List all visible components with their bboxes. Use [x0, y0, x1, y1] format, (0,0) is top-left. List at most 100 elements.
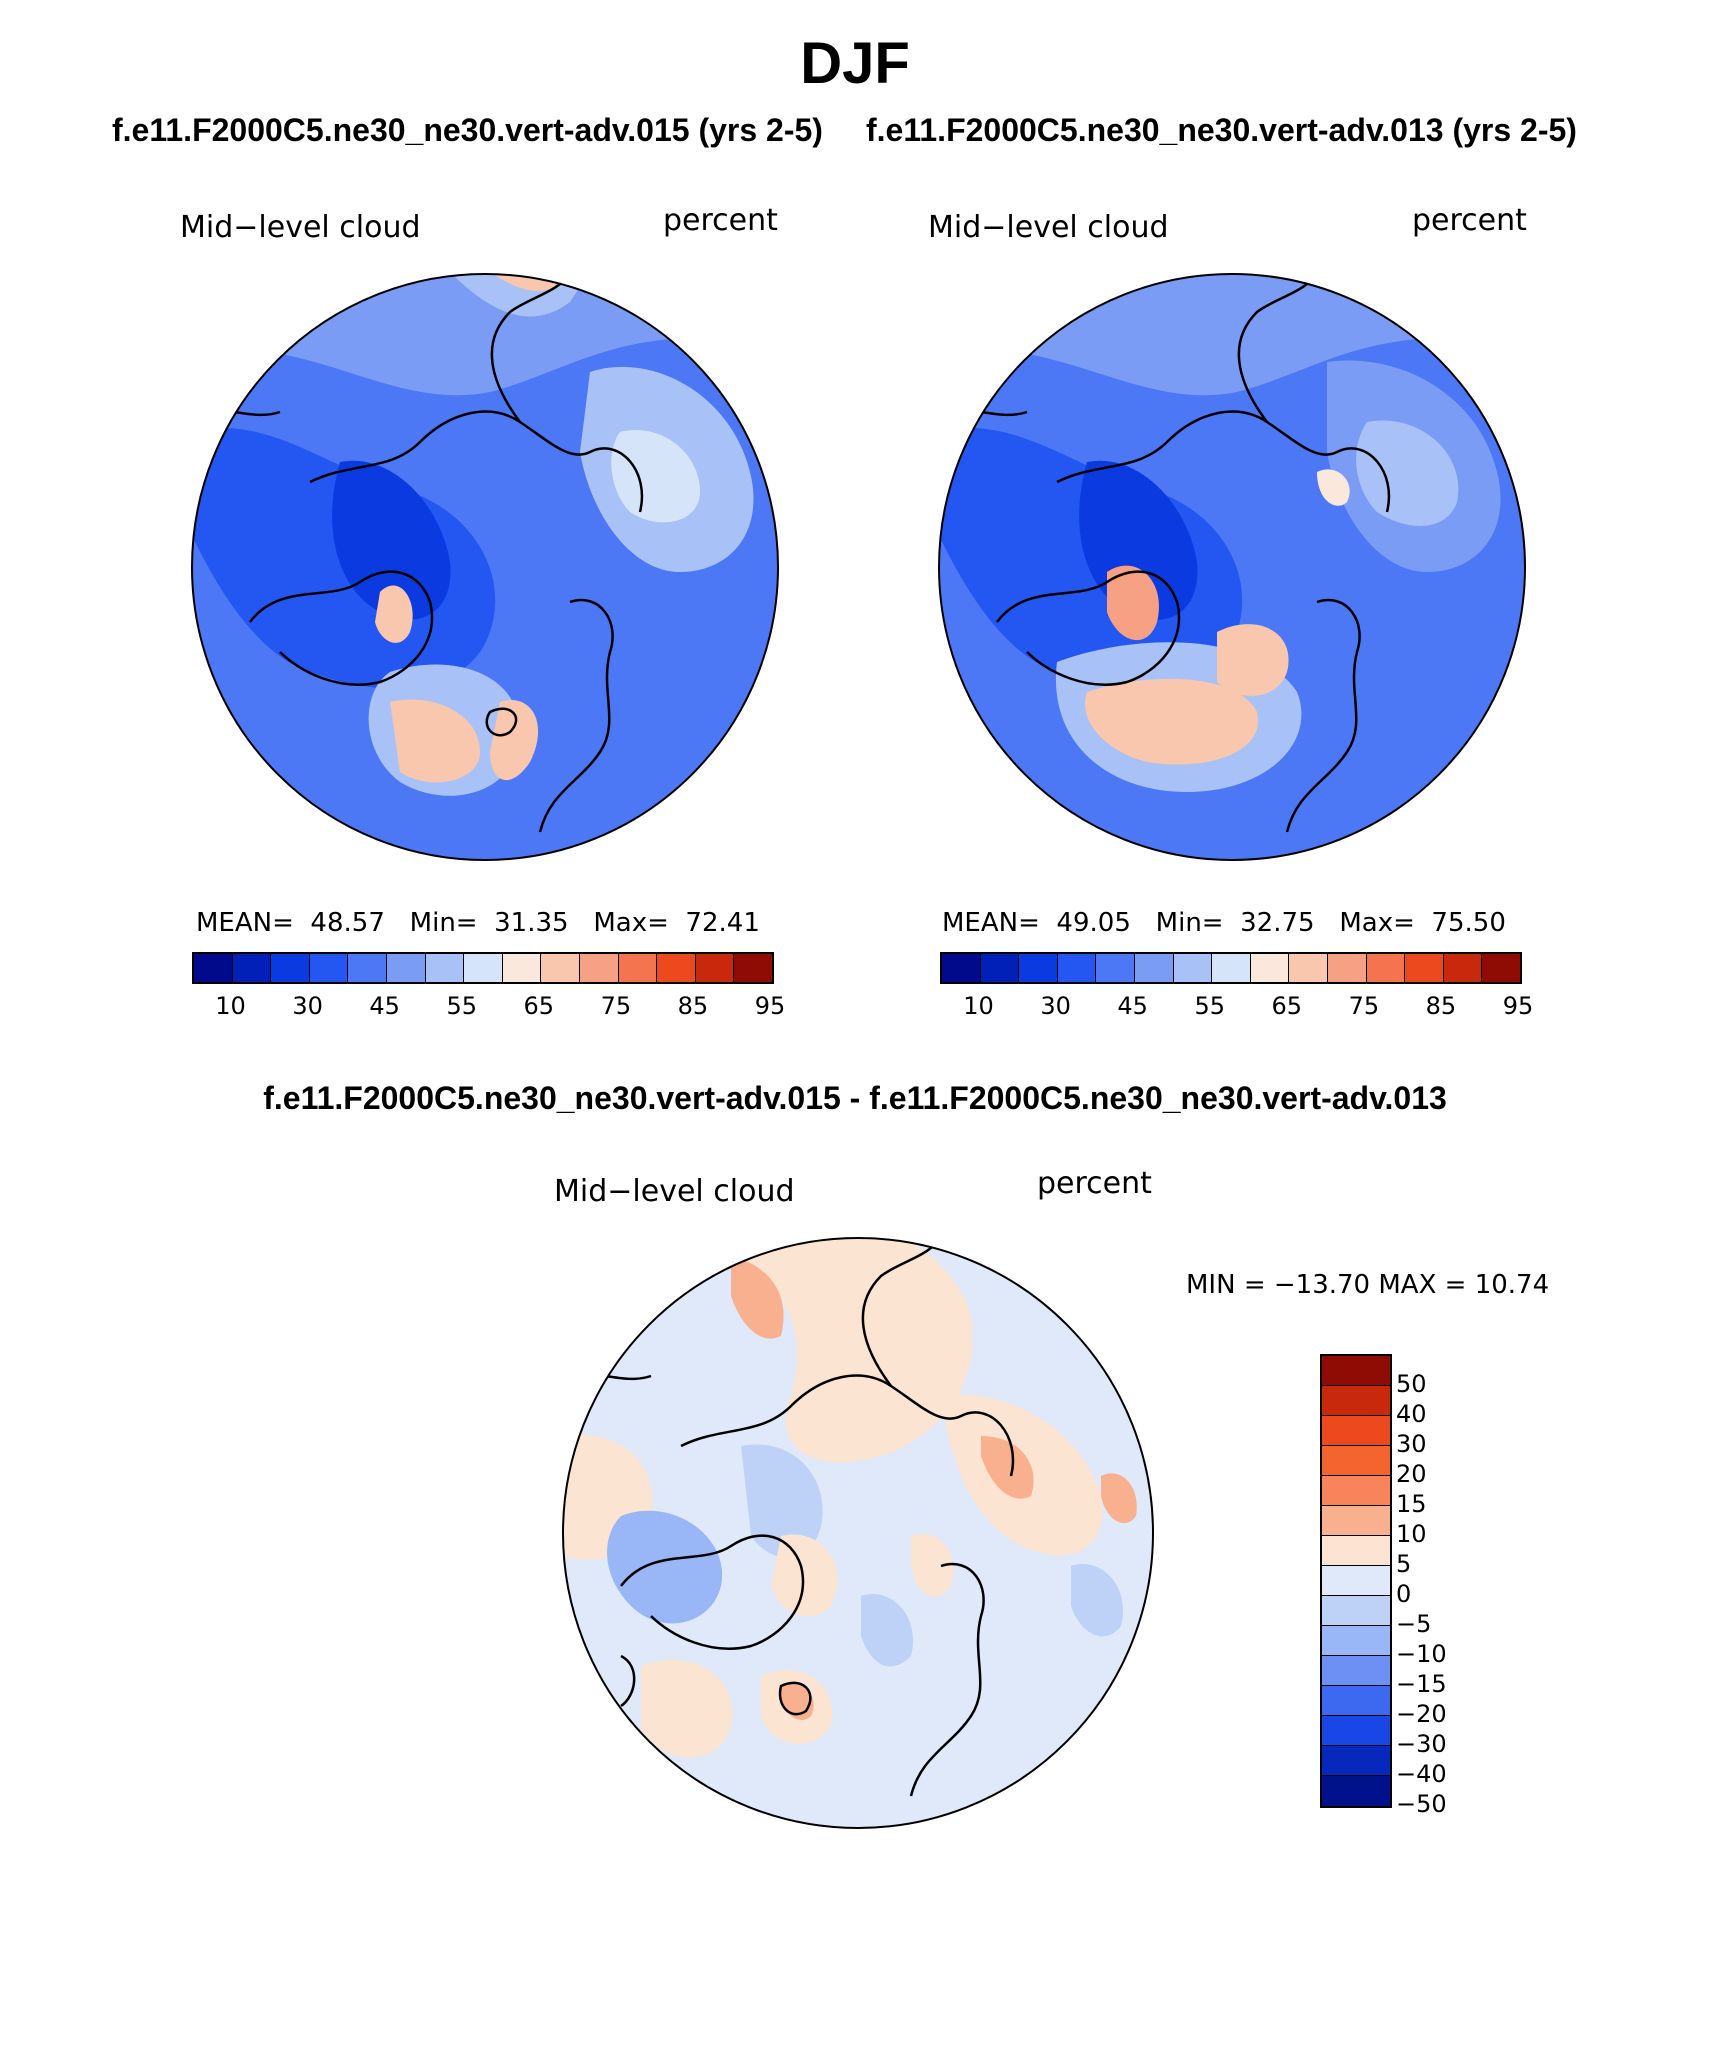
- panel-2-variable-label: Mid−level cloud: [928, 210, 1169, 245]
- panel-2-colorbar-cell: [1289, 954, 1328, 982]
- panel-1-min-value: 31.35: [494, 908, 569, 938]
- diff-colorbar-tick-label: 30: [1396, 1430, 1427, 1458]
- panel-2-colorbar-cell: [1019, 954, 1058, 982]
- diff-units-label: percent: [1037, 1166, 1152, 1201]
- diff-colorbar-cell: [1322, 1776, 1390, 1806]
- panel-1-units-label: percent: [663, 203, 778, 238]
- panel-2-colorbar-tick-label: 95: [1502, 992, 1534, 1020]
- panel-2-colorbar-tick-label: 85: [1425, 992, 1457, 1020]
- panel-2-colorbar-cell: [980, 954, 1020, 982]
- diff-colorbar-cell: [1322, 1746, 1390, 1776]
- diff-colorbar-tick-label: 0: [1396, 1580, 1412, 1608]
- panel-1-max-label: Max=: [593, 908, 669, 938]
- panel-1-colorbar-cell: [734, 954, 772, 982]
- panel-1-colorbar-tick-label: 10: [215, 992, 246, 1020]
- panel-1-case-title: f.e11.F2000C5.ne30_ne30.vert-adv.015 (yr…: [112, 112, 823, 148]
- diff-colorbar-cell: [1322, 1446, 1390, 1476]
- panel-2-case-title: f.e11.F2000C5.ne30_ne30.vert-adv.013 (yr…: [866, 112, 1577, 148]
- diff-colorbar-cell: [1322, 1386, 1390, 1416]
- diff-colorbar-tick-label: −50: [1396, 1790, 1447, 1818]
- diff-colorbar-cell: [1322, 1416, 1390, 1446]
- panel-2-min-value: 32.75: [1240, 908, 1315, 938]
- panel-2-colorbar-cell: [1443, 954, 1483, 982]
- diff-colorbar-cell: [1322, 1476, 1390, 1506]
- panel-1-colorbar-cell: [618, 954, 658, 982]
- diff-colorbar-cell: [1322, 1566, 1390, 1596]
- panel-1-polar-map: [191, 273, 779, 861]
- panel-1-colorbar-cell: [657, 954, 696, 982]
- panel-2-colorbar-cell: [1173, 954, 1213, 982]
- diff-colorbar-tick-label: 5: [1396, 1550, 1412, 1578]
- panel-1-colorbar-cell: [194, 954, 233, 982]
- panel-2-colorbar-cell: [1327, 954, 1367, 982]
- diff-polar-map: [562, 1237, 1154, 1829]
- diff-colorbar-tick-label: 50: [1396, 1370, 1427, 1398]
- diff-colorbar-tick-label: −10: [1396, 1640, 1447, 1668]
- panel-1-colorbar-cell: [464, 954, 503, 982]
- panel-2-units-label: percent: [1412, 203, 1527, 238]
- panel-2-colorbar: [940, 952, 1522, 984]
- diff-variable-label: Mid−level cloud: [554, 1174, 795, 1209]
- panel-1-max-value: 72.41: [685, 908, 760, 938]
- panel-1-colorbar-cell: [541, 954, 580, 982]
- panel-1-colorbar-tick-label: 30: [292, 992, 323, 1020]
- panel-2-colorbar-tick-label: 65: [1271, 992, 1303, 1020]
- diff-colorbar-cell: [1322, 1356, 1390, 1386]
- panel-2-colorbar-tick-label: 10: [963, 992, 994, 1020]
- diff-colorbar-tick-label: 20: [1396, 1460, 1427, 1488]
- panel-2-colorbar-cell: [1366, 954, 1406, 982]
- panel-1-colorbar-cell: [502, 954, 542, 982]
- diff-colorbar-cell: [1322, 1506, 1390, 1536]
- panel-2-colorbar-cell: [1134, 954, 1174, 982]
- panel-1-colorbar: [192, 952, 774, 984]
- panel-1-colorbar-cell: [309, 954, 349, 982]
- panel-1-colorbar-cell: [695, 954, 735, 982]
- panel-1-colorbar-cell: [271, 954, 310, 982]
- diff-panel-title: f.e11.F2000C5.ne30_ne30.vert-adv.015 - f…: [263, 1080, 1447, 1116]
- diff-colorbar-cell: [1322, 1656, 1390, 1686]
- panel-2-polar-map: [938, 273, 1526, 861]
- panel-1-mean-label: MEAN=: [196, 908, 294, 938]
- panel-1-colorbar-tick-label: 45: [369, 992, 400, 1020]
- panel-1-colorbar-cell: [579, 954, 619, 982]
- panel-2-colorbar-cell: [1250, 954, 1290, 982]
- diff-colorbar-tick-label: 10: [1396, 1520, 1427, 1548]
- panel-1-min-label: Min=: [409, 908, 478, 938]
- diff-colorbar-tick-label: −15: [1396, 1670, 1447, 1698]
- panel-1-colorbar-tick-label: 85: [677, 992, 709, 1020]
- season-title: DJF: [800, 31, 910, 96]
- panel-1-colorbar-cell: [425, 954, 465, 982]
- panel-2-colorbar-cell: [1405, 954, 1444, 982]
- panel-1-colorbar-cell: [232, 954, 272, 982]
- panel-1-colorbar-ticks: 10 30 45 55 65 75 85 95: [192, 992, 785, 1022]
- diff-colorbar-tick-label: −5: [1396, 1610, 1432, 1638]
- panel-2-colorbar-cell: [1096, 954, 1135, 982]
- panel-2-colorbar-cell: [1057, 954, 1097, 982]
- panel-1-variable-label: Mid−level cloud: [180, 210, 421, 245]
- panel-2-colorbar-tick-label: 45: [1117, 992, 1148, 1020]
- diff-minmax-label: MIN = −13.70 MAX = 10.74: [1186, 1270, 1550, 1300]
- diff-colorbar-cell: [1322, 1686, 1390, 1716]
- panel-2-colorbar-ticks: 10 30 45 55 65 75 85 95: [940, 992, 1533, 1022]
- panel-2-max-value: 75.50: [1431, 908, 1506, 938]
- panel-1-colorbar-tick-label: 55: [446, 992, 477, 1020]
- panel-2-colorbar-cell: [942, 954, 981, 982]
- diff-colorbar-tick-label: −30: [1396, 1730, 1447, 1758]
- panel-2-mean-label: MEAN=: [942, 908, 1040, 938]
- panel-1-colorbar-tick-label: 65: [523, 992, 555, 1020]
- panel-2-mean-value: 49.05: [1056, 908, 1131, 938]
- panel-1-colorbar-cell: [386, 954, 426, 982]
- diff-colorbar-tick-label: 15: [1396, 1490, 1427, 1518]
- panel-2-colorbar-tick-label: 55: [1194, 992, 1225, 1020]
- panel-2-colorbar-tick-label: 75: [1348, 992, 1380, 1020]
- diff-colorbar-tick-label: 40: [1396, 1400, 1427, 1428]
- diff-colorbar-cell: [1322, 1716, 1390, 1746]
- diff-colorbar: [1320, 1354, 1392, 1808]
- panel-2-colorbar-cell: [1212, 954, 1251, 982]
- diff-colorbar-cell: [1322, 1626, 1390, 1656]
- diff-colorbar-ticks: 50 40 30 20 15 10 5 0 −5 −10 −15 −20 −30 −40 −50: [1396, 1354, 1476, 1818]
- diff-colorbar-tick-label: −40: [1396, 1760, 1447, 1788]
- panel-1-colorbar-cell: [348, 954, 387, 982]
- diff-colorbar-cell: [1322, 1536, 1390, 1566]
- diff-colorbar-cell: [1322, 1596, 1390, 1626]
